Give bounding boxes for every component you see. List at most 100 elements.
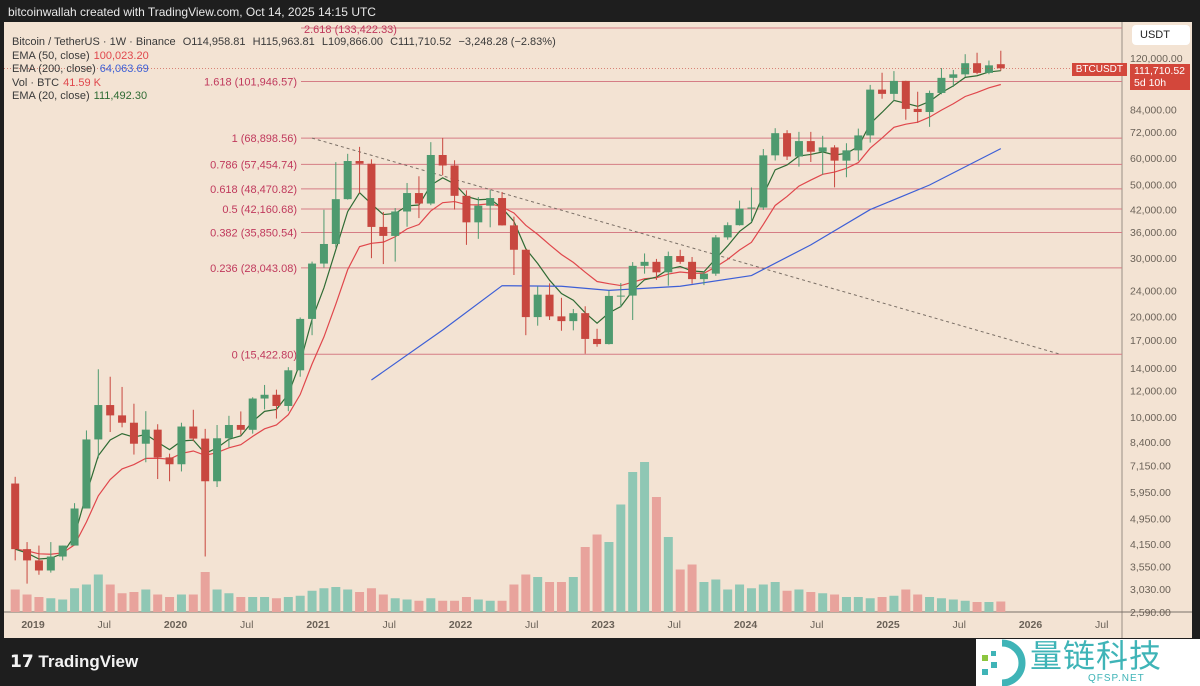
candle-body (699, 273, 708, 280)
volume-bar (165, 597, 175, 612)
candle-body (973, 63, 982, 73)
candle-body (224, 424, 233, 439)
candle-body (949, 74, 958, 78)
volume-bar (901, 589, 911, 612)
volume-bar (984, 602, 994, 612)
candle-body (462, 195, 471, 223)
tv-logo-icon: 𝟭𝟳 (10, 652, 39, 671)
symbol-label[interactable]: Bitcoin / TetherUS · 1W · Binance (12, 36, 176, 48)
volume-bar (794, 589, 804, 612)
x-tick-label: Jul (525, 619, 538, 631)
volume-bar (378, 594, 388, 612)
y-tick-label: 10,000.00 (1130, 412, 1177, 424)
y-tick-label: 14,000.00 (1130, 363, 1177, 375)
volume-bar (806, 592, 816, 612)
candle-body (189, 426, 198, 439)
fib-level-label: 0.236 (28,043.08) (210, 263, 297, 275)
volume-bar (248, 597, 258, 612)
volume-bar (628, 472, 638, 612)
vol-label[interactable]: Vol · BTC (12, 76, 60, 89)
volume-bar (93, 574, 103, 612)
candle-body (901, 80, 910, 109)
volume-bar (640, 462, 650, 612)
y-tick-label: 8,400.00 (1130, 437, 1171, 449)
candle-body (521, 249, 530, 318)
candle-body (82, 439, 91, 509)
currency-unit-button[interactable]: USDT (1132, 25, 1190, 45)
volume-bar (509, 584, 519, 612)
candle-body (925, 92, 934, 113)
candle-body (830, 147, 839, 161)
candle-body (284, 370, 293, 406)
x-tick-label: 2019 (21, 619, 45, 631)
candle-body (640, 261, 649, 266)
x-tick-label: Jul (240, 619, 253, 631)
candle-body (569, 313, 578, 322)
change-value: −3,248.28 (−2.83%) (458, 36, 556, 48)
volume-bar (687, 564, 697, 612)
volume-bar (533, 577, 543, 612)
volume-bar (782, 590, 792, 612)
candle-body (652, 261, 661, 273)
volume-bar (699, 582, 709, 612)
volume-bar (960, 600, 970, 612)
candle-body (676, 256, 685, 262)
ema20-value: 111,492.30 (93, 90, 148, 102)
volume-bar (438, 600, 448, 612)
volume-bar (366, 588, 376, 612)
candle-body (711, 237, 720, 274)
brand-name: TradingView (38, 652, 139, 671)
fib-level-label: 0.382 (35,850.54) (210, 227, 297, 239)
tradingview-logo[interactable]: 𝟭𝟳 TradingView (10, 652, 138, 672)
candle-body (177, 426, 186, 465)
volume-bar (307, 590, 317, 612)
candle-body (391, 211, 400, 236)
volume-bar (913, 594, 923, 612)
candle-body (58, 545, 67, 557)
x-tick-label: 2021 (306, 619, 330, 631)
candle-body (996, 64, 1005, 69)
volume-bar (556, 582, 566, 612)
y-tick-label: 12,000.00 (1130, 385, 1177, 397)
open-value: O114,958.81 (182, 36, 246, 48)
ema50-label[interactable]: EMA (50, close) (12, 49, 90, 62)
volume-bar (212, 589, 222, 612)
y-tick-label: 50,000.00 (1130, 179, 1177, 191)
price-chart[interactable]: 120,000.00 84,000.00 72,000.00 60,000.00 50,… (4, 22, 1192, 638)
volume-bar (497, 600, 507, 612)
candle-body (331, 199, 340, 244)
volume-bar (746, 588, 756, 612)
volume-bar (319, 588, 329, 612)
volume-bar (295, 595, 305, 612)
candle-body (118, 415, 127, 423)
y-tick-label: 7,150.00 (1130, 460, 1171, 472)
candle-body (367, 163, 376, 227)
volume-bar (592, 534, 602, 612)
candle-body (201, 438, 210, 482)
ema50-line (15, 83, 1001, 555)
volume-bar (200, 572, 210, 612)
candle-body (498, 198, 507, 226)
ema50-value: 100,023.20 (93, 49, 149, 62)
volume-bar (355, 592, 365, 612)
volume-bar (485, 600, 495, 612)
volume-bar (853, 597, 863, 612)
candle-body (913, 108, 922, 113)
candle-body (450, 165, 459, 196)
ema20-label[interactable]: EMA (20, close) (12, 90, 90, 102)
candle-body (794, 141, 803, 157)
volume-bar (343, 589, 353, 612)
candle-body (129, 422, 138, 444)
candle-body (260, 394, 269, 399)
candle-body (308, 263, 317, 319)
candle-body (248, 398, 257, 430)
chart-caption: bitcoinwallah created with TradingView.c… (8, 5, 376, 19)
fib-level-label: 0 (15,422.80) (232, 349, 297, 361)
chart-panel[interactable]: 120,000.00 84,000.00 72,000.00 60,000.00 50,… (4, 22, 1192, 638)
low-value: L109,866.00 (321, 36, 383, 48)
volume-bar (841, 597, 851, 612)
volume-bar (10, 589, 20, 612)
volume-bar (283, 597, 293, 612)
ema200-label[interactable]: EMA (200, close) (12, 63, 96, 75)
fib-level-label: 1 (68,898.56) (232, 133, 297, 145)
